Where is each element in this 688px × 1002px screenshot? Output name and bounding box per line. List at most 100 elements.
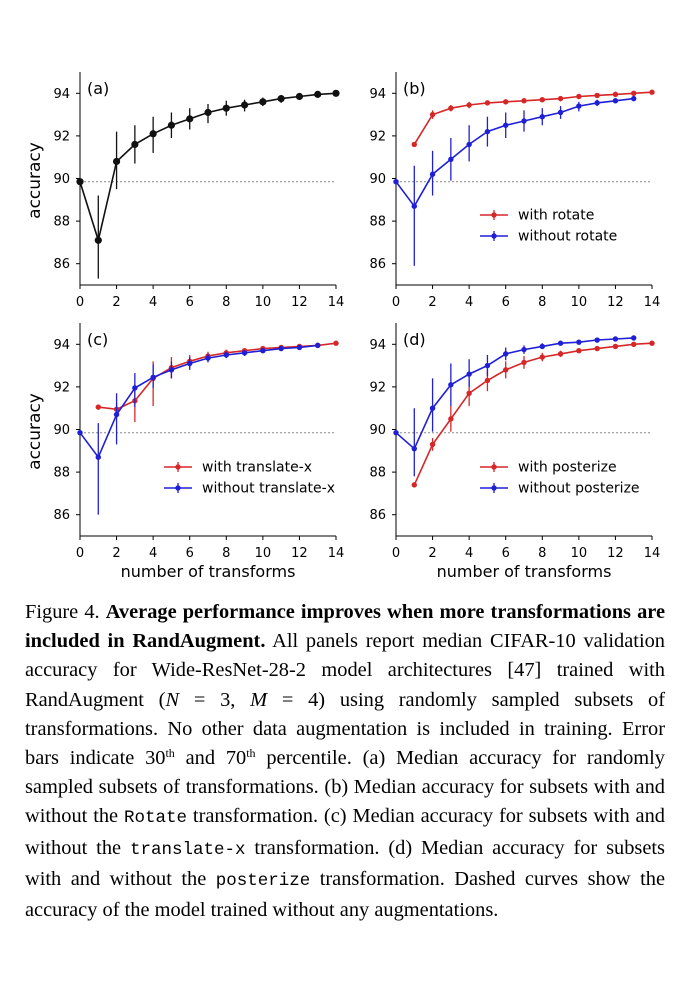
data-point <box>448 382 454 388</box>
data-point <box>594 100 600 106</box>
data-point <box>539 96 545 103</box>
x-tick-label: 0 <box>392 295 400 310</box>
data-point <box>131 140 139 149</box>
series-line <box>395 337 634 451</box>
data-point <box>411 203 417 209</box>
x-tick-label: 0 <box>76 295 84 310</box>
data-point <box>150 374 156 381</box>
data-point <box>205 355 211 361</box>
data-point <box>539 114 545 120</box>
data-point <box>649 340 655 346</box>
series-line <box>79 344 318 459</box>
x-tick-label: 14 <box>644 295 661 310</box>
y-tick-label: 88 <box>369 466 386 481</box>
panel-label: (b) <box>403 79 426 98</box>
y-axis-label: accuracy <box>25 142 45 219</box>
data-point <box>557 95 564 102</box>
data-point <box>484 362 491 369</box>
legend: with rotate without rotate <box>480 208 617 245</box>
legend-marker <box>175 485 181 491</box>
x-tick-label: 12 <box>291 546 308 561</box>
x-tick-label: 10 <box>255 295 272 310</box>
legend-label: with posterize <box>518 460 617 476</box>
data-point <box>132 385 138 391</box>
y-tick-label: 86 <box>53 257 70 272</box>
data-point <box>448 105 454 111</box>
series-line <box>98 342 337 411</box>
data-point <box>240 101 249 109</box>
legend-label: with translate-x <box>202 460 312 476</box>
y-axis-label: accuracy <box>25 393 45 470</box>
legend-label: without posterize <box>518 481 640 497</box>
y-tick-label: 92 <box>53 129 70 144</box>
caption-text-1: All panels report median CIFAR-10 valida… <box>25 630 666 711</box>
y-tick-label: 88 <box>53 466 70 481</box>
legend: with posterize without posterize <box>480 460 640 497</box>
data-point <box>333 340 339 346</box>
x-tick-label: 0 <box>392 546 400 561</box>
data-point <box>484 377 491 384</box>
data-point <box>259 98 267 106</box>
x-axis-label: number of transforms <box>437 562 612 581</box>
data-point <box>484 128 491 135</box>
panel-label: (c) <box>87 330 108 349</box>
caption-eq-mid: = 3, <box>179 688 251 711</box>
legend-marker <box>491 233 497 239</box>
data-point <box>466 141 472 148</box>
data-point <box>204 108 212 117</box>
y-tick-label: 92 <box>369 129 386 144</box>
data-point <box>466 390 472 396</box>
x-axis-label: number of transforms <box>121 562 296 581</box>
y-tick-label: 94 <box>369 87 386 102</box>
series-without-translate-x <box>77 342 321 515</box>
x-tick-label: 4 <box>149 295 157 310</box>
y-tick-label: 86 <box>53 508 70 523</box>
y-tick-label: 90 <box>53 423 70 438</box>
data-point <box>429 171 436 177</box>
legend-marker <box>491 464 497 470</box>
x-tick-label: 8 <box>538 295 546 310</box>
y-tick-label: 86 <box>369 257 386 272</box>
data-point <box>521 98 527 104</box>
data-point <box>521 118 527 124</box>
x-tick-label: 6 <box>502 295 510 310</box>
caption-bold-title: Average performance improves when more t… <box>25 601 665 653</box>
caption-text-3: and 70 <box>174 747 247 770</box>
data-point <box>332 89 340 97</box>
y-tick-label: 92 <box>369 380 386 395</box>
data-point <box>186 115 194 123</box>
data-point <box>594 345 600 352</box>
x-tick-label: 14 <box>328 295 345 310</box>
caption-text-4: percentile. (a) Median accuracy for rand… <box>25 747 665 828</box>
data-point <box>411 141 417 148</box>
x-tick-label: 8 <box>222 546 230 561</box>
data-point <box>278 345 284 352</box>
x-tick-label: 0 <box>76 546 84 561</box>
caption-code-translate-x: translate-x <box>129 839 246 860</box>
y-tick-label: 88 <box>53 215 70 230</box>
data-point <box>187 360 193 367</box>
x-tick-label: 12 <box>607 546 624 561</box>
data-point <box>296 344 303 351</box>
data-point <box>411 445 417 452</box>
data-point <box>149 130 157 138</box>
x-tick-label: 4 <box>465 295 473 310</box>
data-point <box>260 347 266 354</box>
data-point <box>429 111 436 118</box>
x-tick-label: 6 <box>502 546 510 561</box>
data-point <box>631 90 637 97</box>
panel-label: (d) <box>403 330 426 349</box>
caption-text-6: transformation. (d) Median accuracy for … <box>25 836 665 890</box>
caption-sup-2: th <box>246 746 256 761</box>
caption-prefix: Figure 4. <box>25 601 106 623</box>
caption-code-posterize: posterize <box>215 870 311 891</box>
x-tick-label: 14 <box>328 546 345 561</box>
panel-c: 86 88 90 92 94 0 2 4 6 8 10 12 14 number of transform… <box>25 323 344 581</box>
y-tick-label: 86 <box>369 508 386 523</box>
data-point <box>594 337 600 343</box>
data-point <box>649 89 655 95</box>
data-point <box>557 351 564 357</box>
data-point <box>612 343 619 350</box>
x-tick-label: 4 <box>149 546 157 561</box>
